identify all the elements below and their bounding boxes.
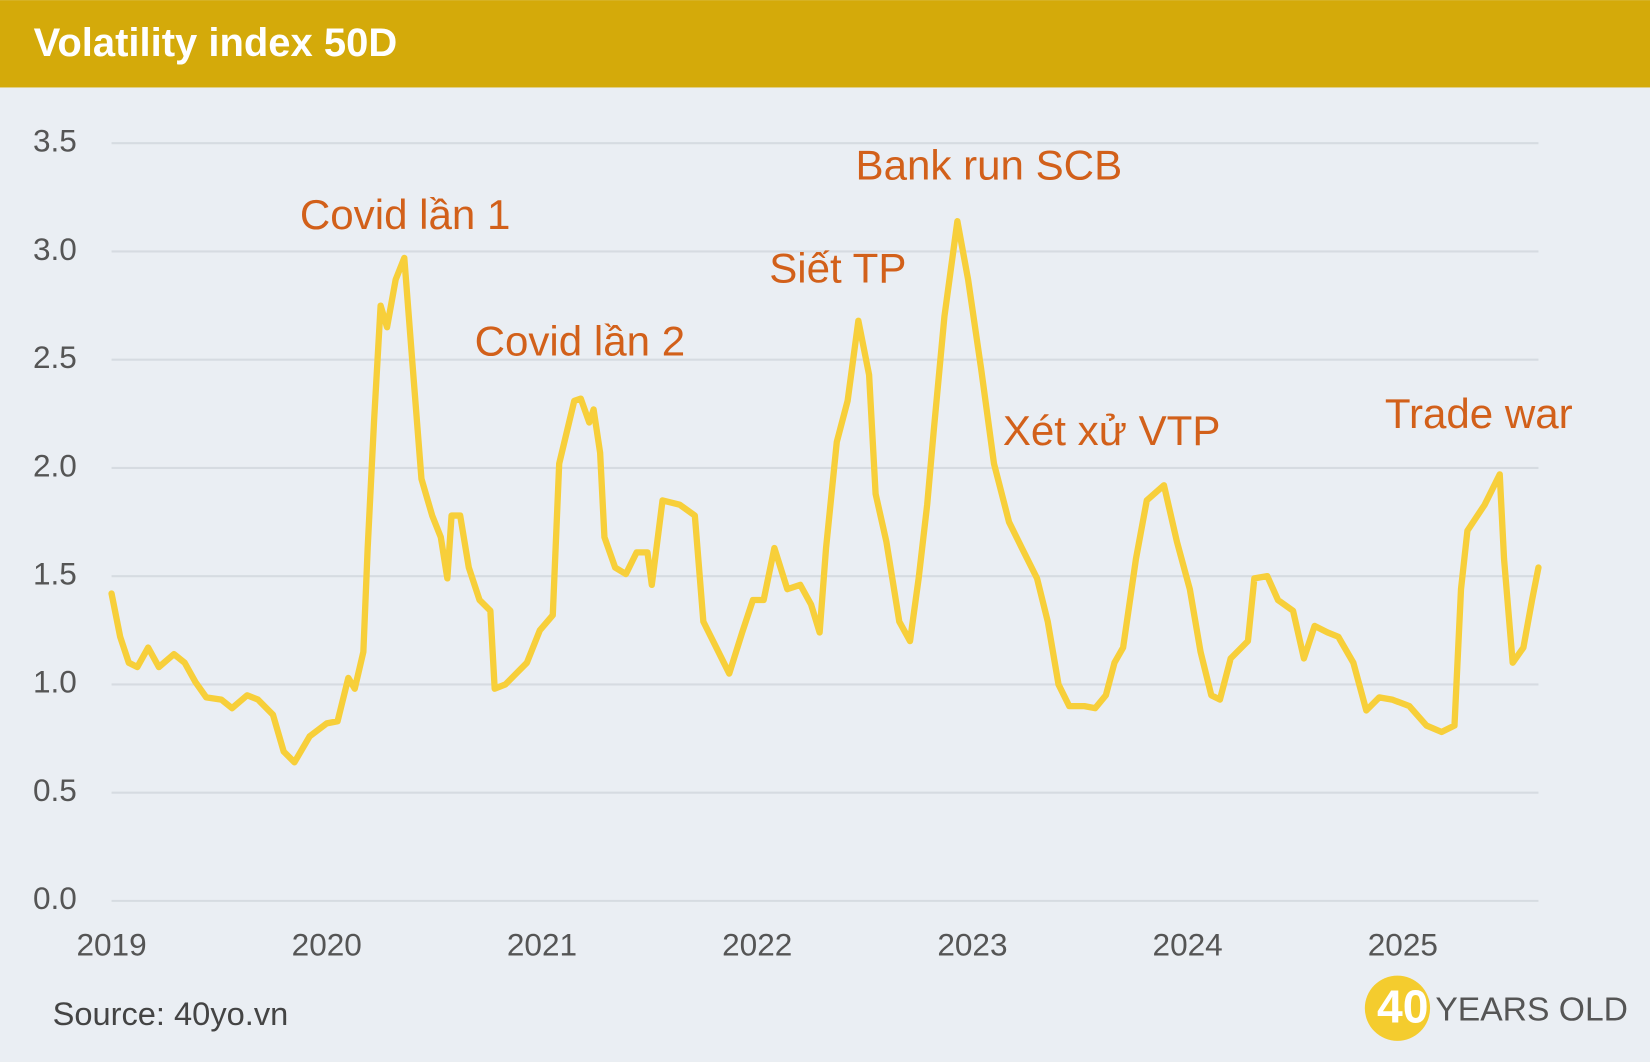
annotation: Bank run SCB (856, 142, 1123, 189)
y-tick-label: 1.5 (33, 556, 77, 592)
source: Source: 40yo.vn (53, 995, 289, 1032)
header-band (0, 0, 1650, 88)
y-tick-label: 2.5 (33, 339, 77, 375)
annotation: Covid lần 2 (475, 317, 686, 364)
line (108, 218, 1542, 766)
annotation: Covid lần 1 (300, 191, 511, 238)
annotation: Siết TP (769, 245, 906, 292)
y-tick-label: 3.0 (33, 231, 77, 267)
logo-number: 40 (1377, 981, 1428, 1033)
x-tick-label: 2023 (937, 927, 1007, 963)
logo-text: YEARS OLD (1435, 991, 1628, 1028)
annotation: Xét xử VTP (1003, 407, 1221, 454)
y-tick-label: 1.0 (33, 664, 77, 700)
chart-title: Volatility index 50D (34, 21, 398, 65)
y-tick-label: 0.0 (33, 880, 77, 916)
x-tick-label: 2022 (722, 927, 792, 963)
logo-circle (1364, 975, 1431, 1041)
x-tick-label: 2024 (1153, 927, 1223, 963)
y-tick-label: 0.5 (33, 772, 77, 808)
y-tick-label: 2.0 (33, 447, 77, 483)
x-tick-label: 2021 (507, 927, 577, 963)
x-tick-label: 2020 (292, 927, 362, 963)
x-tick-label: 2025 (1368, 927, 1438, 963)
y-tick-label: 3.5 (33, 123, 77, 159)
annotation: Trade war (1385, 390, 1573, 437)
x-tick-label: 2019 (76, 927, 146, 963)
